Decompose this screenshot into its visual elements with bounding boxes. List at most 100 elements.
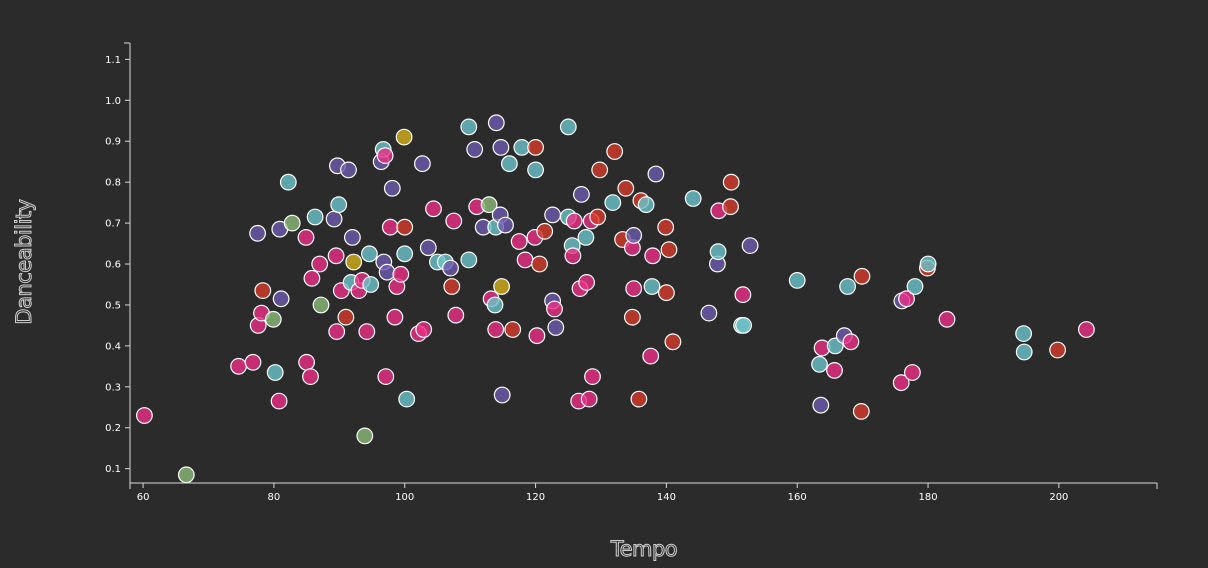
data-point[interactable] (486, 296, 504, 314)
data-point[interactable] (544, 206, 561, 224)
data-point[interactable] (337, 308, 355, 326)
data-point[interactable] (658, 284, 675, 302)
data-point[interactable] (497, 216, 514, 234)
data-point[interactable] (906, 278, 924, 295)
data-point[interactable] (356, 427, 374, 445)
data-point[interactable] (624, 308, 641, 326)
data-point[interactable] (325, 210, 343, 228)
data-point[interactable] (279, 173, 297, 191)
data-point[interactable] (362, 276, 380, 293)
data-point[interactable] (306, 208, 324, 226)
data-point[interactable] (684, 190, 702, 207)
data-point[interactable] (447, 306, 465, 324)
data-point[interactable] (414, 155, 431, 173)
data-point[interactable] (135, 407, 153, 424)
data-point[interactable] (425, 200, 442, 218)
data-point[interactable] (812, 396, 830, 414)
data-point[interactable] (643, 278, 661, 295)
data-point[interactable] (741, 237, 759, 255)
data-point[interactable] (328, 323, 346, 341)
data-point[interactable] (254, 282, 272, 300)
data-point[interactable] (340, 161, 357, 179)
data-point[interactable] (395, 128, 413, 146)
data-point[interactable] (660, 241, 678, 259)
data-point[interactable] (358, 323, 376, 341)
data-point[interactable] (264, 310, 282, 328)
data-point[interactable] (664, 333, 682, 351)
data-point[interactable] (516, 251, 534, 269)
data-point[interactable] (577, 228, 595, 246)
data-point[interactable] (709, 243, 727, 261)
data-point[interactable] (493, 278, 511, 295)
data-point[interactable] (345, 253, 363, 271)
data-point[interactable] (527, 138, 544, 156)
data-point[interactable] (501, 155, 518, 173)
data-point[interactable] (584, 368, 601, 386)
data-point[interactable] (460, 251, 478, 269)
data-point[interactable] (460, 118, 478, 136)
data-point[interactable] (722, 198, 739, 216)
data-point[interactable] (826, 362, 843, 379)
data-point[interactable] (625, 280, 643, 298)
data-point[interactable] (919, 255, 937, 273)
data-point[interactable] (536, 222, 554, 240)
data-point[interactable] (480, 196, 498, 214)
data-point[interactable] (546, 300, 563, 318)
data-point[interactable] (722, 173, 740, 191)
data-point[interactable] (604, 194, 622, 212)
data-point[interactable] (298, 353, 316, 371)
data-point[interactable] (493, 386, 511, 404)
data-point[interactable] (283, 214, 301, 232)
data-point[interactable] (811, 355, 828, 373)
data-point[interactable] (419, 239, 437, 257)
data-point[interactable] (244, 353, 262, 371)
data-point[interactable] (734, 286, 752, 304)
data-point[interactable] (1049, 341, 1066, 359)
data-point[interactable] (487, 321, 505, 338)
data-point[interactable] (330, 196, 348, 214)
data-point[interactable] (311, 255, 329, 273)
data-point[interactable] (312, 296, 330, 314)
data-point[interactable] (378, 263, 396, 281)
data-point[interactable] (528, 327, 546, 345)
data-point[interactable] (842, 333, 860, 351)
data-point[interactable] (376, 147, 394, 165)
data-point[interactable] (177, 466, 195, 484)
data-point[interactable] (386, 308, 404, 326)
data-point[interactable] (580, 390, 598, 408)
data-point[interactable] (249, 224, 267, 242)
data-point[interactable] (504, 321, 522, 338)
data-point[interactable] (531, 255, 548, 273)
data-point[interactable] (564, 247, 582, 265)
data-point[interactable] (396, 245, 414, 263)
data-point[interactable] (578, 274, 595, 291)
data-point[interactable] (565, 212, 583, 230)
data-point[interactable] (1015, 343, 1033, 361)
data-point[interactable] (443, 278, 461, 295)
data-point[interactable] (303, 269, 321, 287)
data-point[interactable] (396, 218, 414, 236)
data-point[interactable] (852, 403, 870, 420)
data-point[interactable] (559, 118, 577, 136)
data-point[interactable] (642, 347, 660, 365)
data-point[interactable] (898, 290, 915, 308)
data-point[interactable] (591, 161, 609, 179)
data-point[interactable] (644, 247, 662, 265)
data-point[interactable] (630, 390, 648, 408)
data-point[interactable] (445, 212, 463, 230)
data-point[interactable] (904, 364, 921, 381)
data-point[interactable] (853, 267, 871, 285)
data-point[interactable] (589, 208, 607, 226)
data-point[interactable] (270, 392, 288, 410)
data-point[interactable] (492, 138, 510, 156)
data-point[interactable] (361, 245, 378, 263)
data-point[interactable] (381, 218, 399, 236)
data-point[interactable] (1015, 325, 1032, 343)
data-point[interactable] (327, 247, 345, 265)
data-point[interactable] (266, 364, 284, 381)
data-point[interactable] (272, 290, 290, 308)
data-point[interactable] (657, 218, 675, 236)
data-point[interactable] (1077, 321, 1095, 338)
data-point[interactable] (839, 278, 856, 295)
data-point[interactable] (302, 368, 319, 386)
